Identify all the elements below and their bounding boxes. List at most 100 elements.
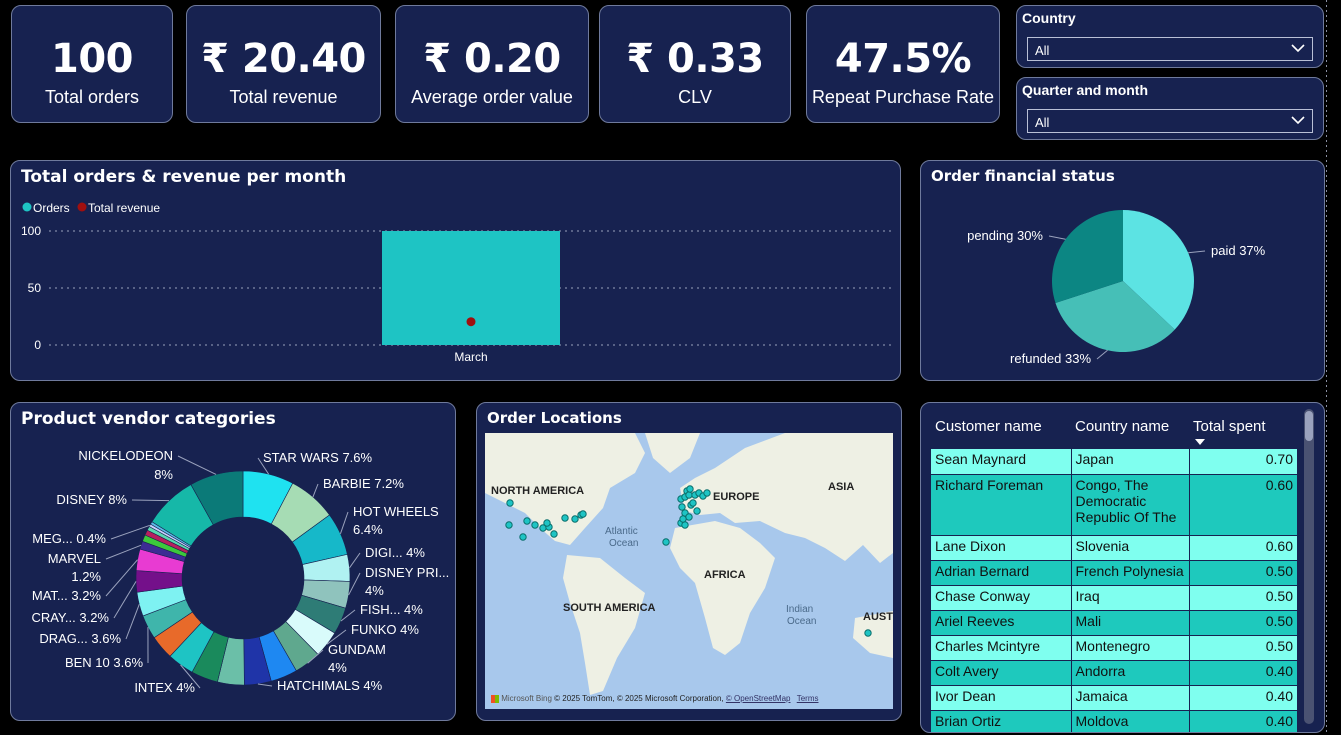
total-spent-cell: 0.60 — [1188, 535, 1297, 561]
total-spent-cell: 0.40 — [1188, 660, 1297, 686]
bing-label: Microsoft Bing — [501, 694, 552, 703]
kpi-repeat-purchase-rate: 47.5% Repeat Purchase Rate — [806, 5, 1000, 123]
map-label-africa: AFRICA — [704, 569, 746, 581]
country-name-cell: Slovenia — [1070, 535, 1189, 561]
map-label-north-america: NORTH AMERICA — [491, 485, 585, 497]
header-country-name[interactable]: Country name — [1075, 417, 1170, 435]
quarter-month-dropdown-value: All — [1035, 115, 1050, 130]
country-name-cell: Andorra — [1070, 660, 1189, 686]
map-label-europe: EUROPE — [713, 491, 760, 503]
donut-leader-line — [348, 572, 361, 596]
quarter-month-dropdown[interactable]: All — [1027, 109, 1313, 133]
donut-label: BARBIE 7.2% — [323, 476, 404, 491]
land-eurasia — [680, 433, 893, 563]
pie-label-paid: paid 37% — [1211, 243, 1266, 258]
kpi-label: CLV — [678, 87, 712, 107]
donut-leader-line — [339, 511, 349, 534]
order-location-dot — [505, 521, 513, 529]
donut-leader-line — [326, 629, 347, 645]
order-location-dot — [579, 510, 587, 518]
donut-label: MEG... 0.4% — [32, 531, 106, 546]
country-dropdown[interactable]: All — [1027, 37, 1313, 61]
kpi-value: ₹ 20.40 — [201, 36, 366, 82]
header-customer-name[interactable]: Customer name — [935, 417, 1042, 435]
table-row[interactable]: Sean Maynard Japan 0.70 — [931, 449, 1297, 475]
order-location-dot — [681, 521, 689, 529]
donut-label: GUNDAM — [328, 642, 386, 657]
country-name-cell: Congo, The Democratic Republic Of The — [1070, 474, 1189, 536]
order-location-dot — [506, 499, 514, 507]
header-total-spent[interactable]: Total spent — [1189, 403, 1297, 449]
vendor-categories-title: Product vendor categories — [21, 409, 276, 429]
table-scrollbar-thumb[interactable] — [1305, 411, 1313, 441]
customer-name-cell: Ariel Reeves — [931, 610, 1071, 636]
donut-label: DIGI... 4% — [365, 545, 425, 560]
kpi-total-revenue: ₹ 20.40 Total revenue — [186, 5, 381, 123]
donut-label: FISH... 4% — [360, 602, 423, 617]
terms-link[interactable]: Terms — [796, 694, 819, 703]
map-label-australia: AUST — [863, 611, 893, 623]
table-row[interactable]: Lane Dixon Slovenia 0.60 — [931, 535, 1297, 561]
table-row[interactable]: Richard Foreman Congo, The Democratic Rep… — [931, 474, 1297, 536]
customer-name-cell: Colt Avery — [931, 660, 1071, 686]
table-row[interactable]: Brian Ortiz Moldova 0.40 — [931, 710, 1297, 732]
world-map[interactable]: NORTH AMERICA EUROPE ASIA AFRICA SOUTH AMERI… — [485, 433, 893, 709]
pie-slice-refunded — [1055, 281, 1175, 352]
land-south-america — [563, 555, 645, 695]
country-name-cell: Moldova — [1070, 710, 1189, 732]
table-row[interactable]: Colt Avery Andorra 0.40 — [931, 660, 1297, 686]
total-spent-cell: 0.40 — [1188, 685, 1297, 711]
land-africa — [670, 521, 775, 655]
table-row[interactable]: Charles Mcintyre Montenegro 0.50 — [931, 635, 1297, 661]
pie-leader-line — [1048, 235, 1066, 240]
donut-label: INTEX 4% — [134, 680, 195, 695]
order-location-dots — [505, 485, 872, 637]
donut-leader-line — [105, 559, 138, 597]
map-label-south-america: SOUTH AMERICA — [563, 602, 656, 614]
table-row[interactable]: Adrian Bernard French Polynesia 0.50 — [931, 560, 1297, 586]
legend-orders-marker — [22, 202, 32, 212]
total-spent-cell: 0.70 — [1188, 449, 1297, 475]
legend-orders-label: Orders — [33, 201, 70, 215]
order-location-dot — [685, 491, 693, 499]
donut-label: NICKELODEON — [78, 448, 173, 463]
order-location-dot — [703, 489, 711, 497]
order-location-dot — [531, 521, 539, 529]
donut-leader-line — [125, 604, 140, 640]
land-australia — [853, 611, 893, 658]
donut-leader-line — [307, 649, 324, 664]
donut-leader-line — [113, 581, 137, 619]
country-name-cell: Montenegro — [1070, 635, 1189, 661]
donut-label: FUNKO 4% — [351, 622, 419, 637]
total-spent-cell: 0.60 — [1188, 474, 1297, 536]
kpi-clv: ₹ 0.33 CLV — [599, 5, 791, 123]
map-label-ocean: Ocean — [787, 616, 817, 627]
map-attribution: Microsoft Bing © 2025 TomTom, © 2025 Mic… — [491, 694, 819, 703]
customer-table-header: Customer name Country name Total spent — [931, 403, 1297, 449]
customer-name-cell: Brian Ortiz — [931, 710, 1071, 732]
kpi-label: Total orders — [44, 87, 140, 107]
kpi-value: 100 — [51, 36, 134, 82]
donut-label: 4% — [365, 583, 384, 598]
osm-link[interactable]: © OpenStreetMap — [725, 694, 791, 703]
country-name-cell: French Polynesia — [1070, 560, 1189, 586]
land-greenland — [645, 433, 700, 473]
donut-leader-line — [340, 609, 356, 622]
donut-label: MARVEL — [48, 551, 101, 566]
pie-label-refunded: refunded 33% — [1010, 351, 1091, 366]
donut-label: CRAY... 3.2% — [31, 610, 109, 625]
quarter-month-slicer: Quarter and month All — [1016, 77, 1324, 140]
donut-leader-line — [349, 552, 361, 569]
table-row[interactable]: Ivor Dean Jamaica 0.40 — [931, 685, 1297, 711]
customer-name-cell: Chase Conway — [931, 585, 1071, 611]
kpi-value: ₹ 0.33 — [626, 36, 764, 82]
table-row[interactable]: Ariel Reeves Mali 0.50 — [931, 610, 1297, 636]
order-location-dot — [864, 629, 872, 637]
order-location-dot — [519, 533, 527, 541]
sort-descending-icon — [1195, 439, 1205, 445]
donut-label: 6.4% — [353, 522, 383, 537]
table-row[interactable]: Chase Conway Iraq 0.50 — [931, 585, 1297, 611]
vendor-categories-panel: Product vendor categories STAR WARS 7.6%… — [10, 402, 456, 721]
table-scrollbar[interactable] — [1304, 409, 1314, 724]
donut-label: DRAG... 3.6% — [39, 631, 121, 646]
